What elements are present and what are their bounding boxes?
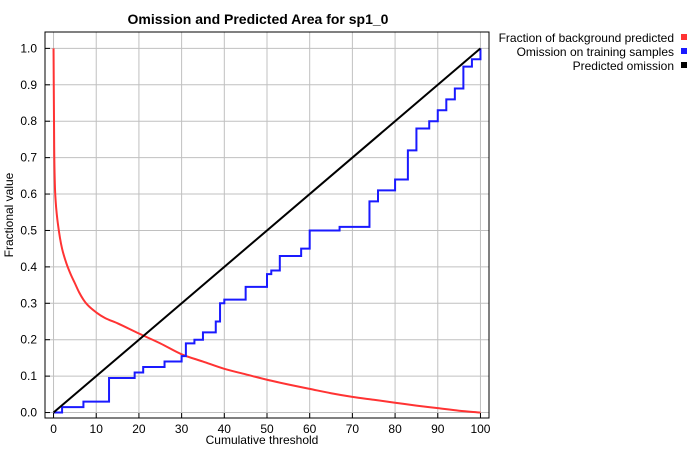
y-axis-label: Fractional value bbox=[2, 172, 16, 257]
legend-swatch bbox=[681, 62, 687, 68]
y-tick-label: 0.8 bbox=[20, 114, 37, 128]
legend-label: Predicted omission bbox=[573, 59, 674, 73]
y-tick-label: 0.9 bbox=[20, 78, 37, 92]
y-tick-label: 0.3 bbox=[20, 296, 37, 310]
y-tick-label: 0.4 bbox=[20, 260, 37, 274]
x-tick-label: 100 bbox=[470, 422, 490, 436]
y-tick-label: 0.5 bbox=[20, 223, 37, 237]
x-axis-label: Cumulative threshold bbox=[206, 433, 319, 447]
x-tick-label: 80 bbox=[388, 422, 402, 436]
chart-title: Omission and Predicted Area for sp1_0 bbox=[128, 11, 389, 27]
y-tick-label: 0.7 bbox=[20, 151, 37, 165]
x-tick-label: 60 bbox=[303, 422, 317, 436]
y-tick-label: 0.2 bbox=[20, 333, 37, 347]
grid-lines bbox=[45, 32, 489, 418]
x-tick-label: 40 bbox=[218, 422, 232, 436]
legend: Fraction of background predictedOmission… bbox=[499, 31, 687, 73]
x-tick-label: 90 bbox=[431, 422, 445, 436]
background-fraction-series bbox=[52, 48, 481, 414]
y-tick-label: 0.1 bbox=[20, 369, 37, 383]
legend-label: Omission on training samples bbox=[517, 45, 674, 59]
legend-swatch bbox=[681, 48, 687, 54]
y-tick-label: 1.0 bbox=[20, 41, 37, 55]
x-tick-label: 30 bbox=[175, 422, 189, 436]
x-tick-label: 10 bbox=[90, 422, 104, 436]
legend-swatch bbox=[681, 34, 687, 40]
predicted-omission-series bbox=[52, 47, 482, 414]
series-layer bbox=[52, 47, 482, 414]
legend-label: Fraction of background predicted bbox=[499, 31, 674, 45]
y-tick-label: 0.0 bbox=[20, 406, 37, 420]
training-omission-series bbox=[53, 48, 482, 414]
axis-ticks: 0 10 20 30 40 50 60 70 80 90 100 0.0 0.1 0.2 0.3 0.4 0.5… bbox=[20, 41, 490, 436]
y-tick-label: 0.6 bbox=[20, 187, 37, 201]
x-tick-label: 20 bbox=[132, 422, 146, 436]
x-tick-label: 70 bbox=[346, 422, 360, 436]
x-tick-label: 50 bbox=[260, 422, 274, 436]
x-tick-label: 0 bbox=[50, 422, 57, 436]
